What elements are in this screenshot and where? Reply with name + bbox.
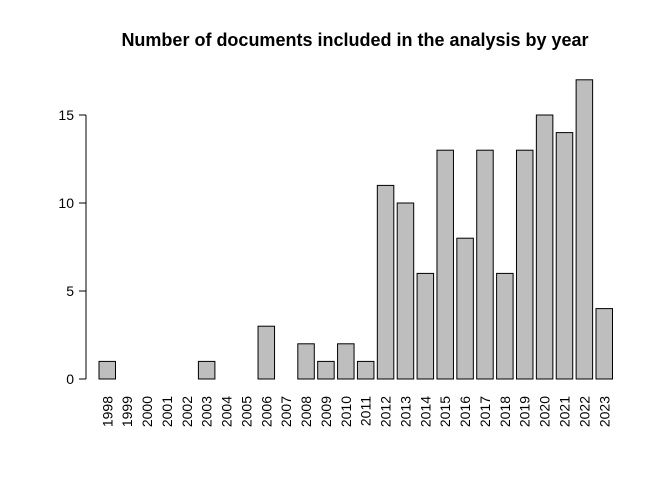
chart-title: Number of documents included in the anal… <box>121 30 588 50</box>
x-axis-labels: 1998 1999 2000 2001 2002 2003 2004 2005 2006 2007… <box>99 396 612 427</box>
x-tick-label-2018: 2018 <box>497 396 513 427</box>
x-tick-label-2007: 2007 <box>278 396 294 427</box>
x-tick-label-2023: 2023 <box>596 396 612 427</box>
bar-1998 <box>98 360 116 380</box>
y-tick-label: 15 <box>58 107 74 123</box>
x-tick-label-2001: 2001 <box>159 396 175 427</box>
bar-2023 <box>595 308 613 380</box>
x-tick-label-2011: 2011 <box>358 396 374 426</box>
x-tick-label-2006: 2006 <box>258 396 274 427</box>
bar-2009 <box>317 360 335 380</box>
bar-2019 <box>515 149 534 380</box>
bar-2003 <box>197 360 216 380</box>
bar-2021 <box>555 132 574 380</box>
x-tick-label-2002: 2002 <box>179 396 195 427</box>
x-tick-label-2010: 2010 <box>338 396 354 427</box>
bar-2008 <box>297 343 315 380</box>
y-tick-label: 10 <box>58 195 74 211</box>
x-tick-label-2005: 2005 <box>238 396 254 427</box>
bar-2020 <box>535 114 554 380</box>
x-tick-label-2003: 2003 <box>199 396 215 427</box>
x-tick-label-2014: 2014 <box>417 396 433 427</box>
bar-2006 <box>257 325 276 380</box>
bar-2017 <box>476 149 494 380</box>
x-tick-label-1998: 1998 <box>99 396 115 427</box>
x-tick-label-2012: 2012 <box>378 396 394 427</box>
x-tick-label-2000: 2000 <box>139 396 155 427</box>
bar-2012 <box>376 184 395 380</box>
x-tick-label-2017: 2017 <box>477 396 493 427</box>
bar-2014 <box>416 272 435 380</box>
x-tick-label-2004: 2004 <box>219 396 235 427</box>
x-tick-label-2020: 2020 <box>537 396 553 427</box>
bar-2010 <box>337 343 355 380</box>
x-tick-label-2022: 2022 <box>576 396 592 427</box>
bar-2013 <box>396 202 415 380</box>
bars-group <box>98 79 613 380</box>
bar-2018 <box>496 272 514 380</box>
y-tick-label: 0 <box>66 371 74 387</box>
bar-2015 <box>436 149 454 380</box>
x-tick-label-2021: 2021 <box>556 396 572 427</box>
bar-2011 <box>356 360 375 380</box>
x-tick-label-2013: 2013 <box>397 396 413 427</box>
x-tick-label-2015: 2015 <box>437 396 453 427</box>
x-tick-label-2019: 2019 <box>517 396 533 427</box>
x-tick-label-2009: 2009 <box>318 396 334 427</box>
y-tick-label: 5 <box>66 283 74 299</box>
bar-2016 <box>456 237 474 380</box>
x-tick-label-1999: 1999 <box>119 396 135 427</box>
x-tick-label-2016: 2016 <box>457 396 473 427</box>
bar-2022 <box>575 79 594 380</box>
y-axis: 0 5 10 15 <box>58 107 87 387</box>
x-tick-label-2008: 2008 <box>298 396 314 427</box>
